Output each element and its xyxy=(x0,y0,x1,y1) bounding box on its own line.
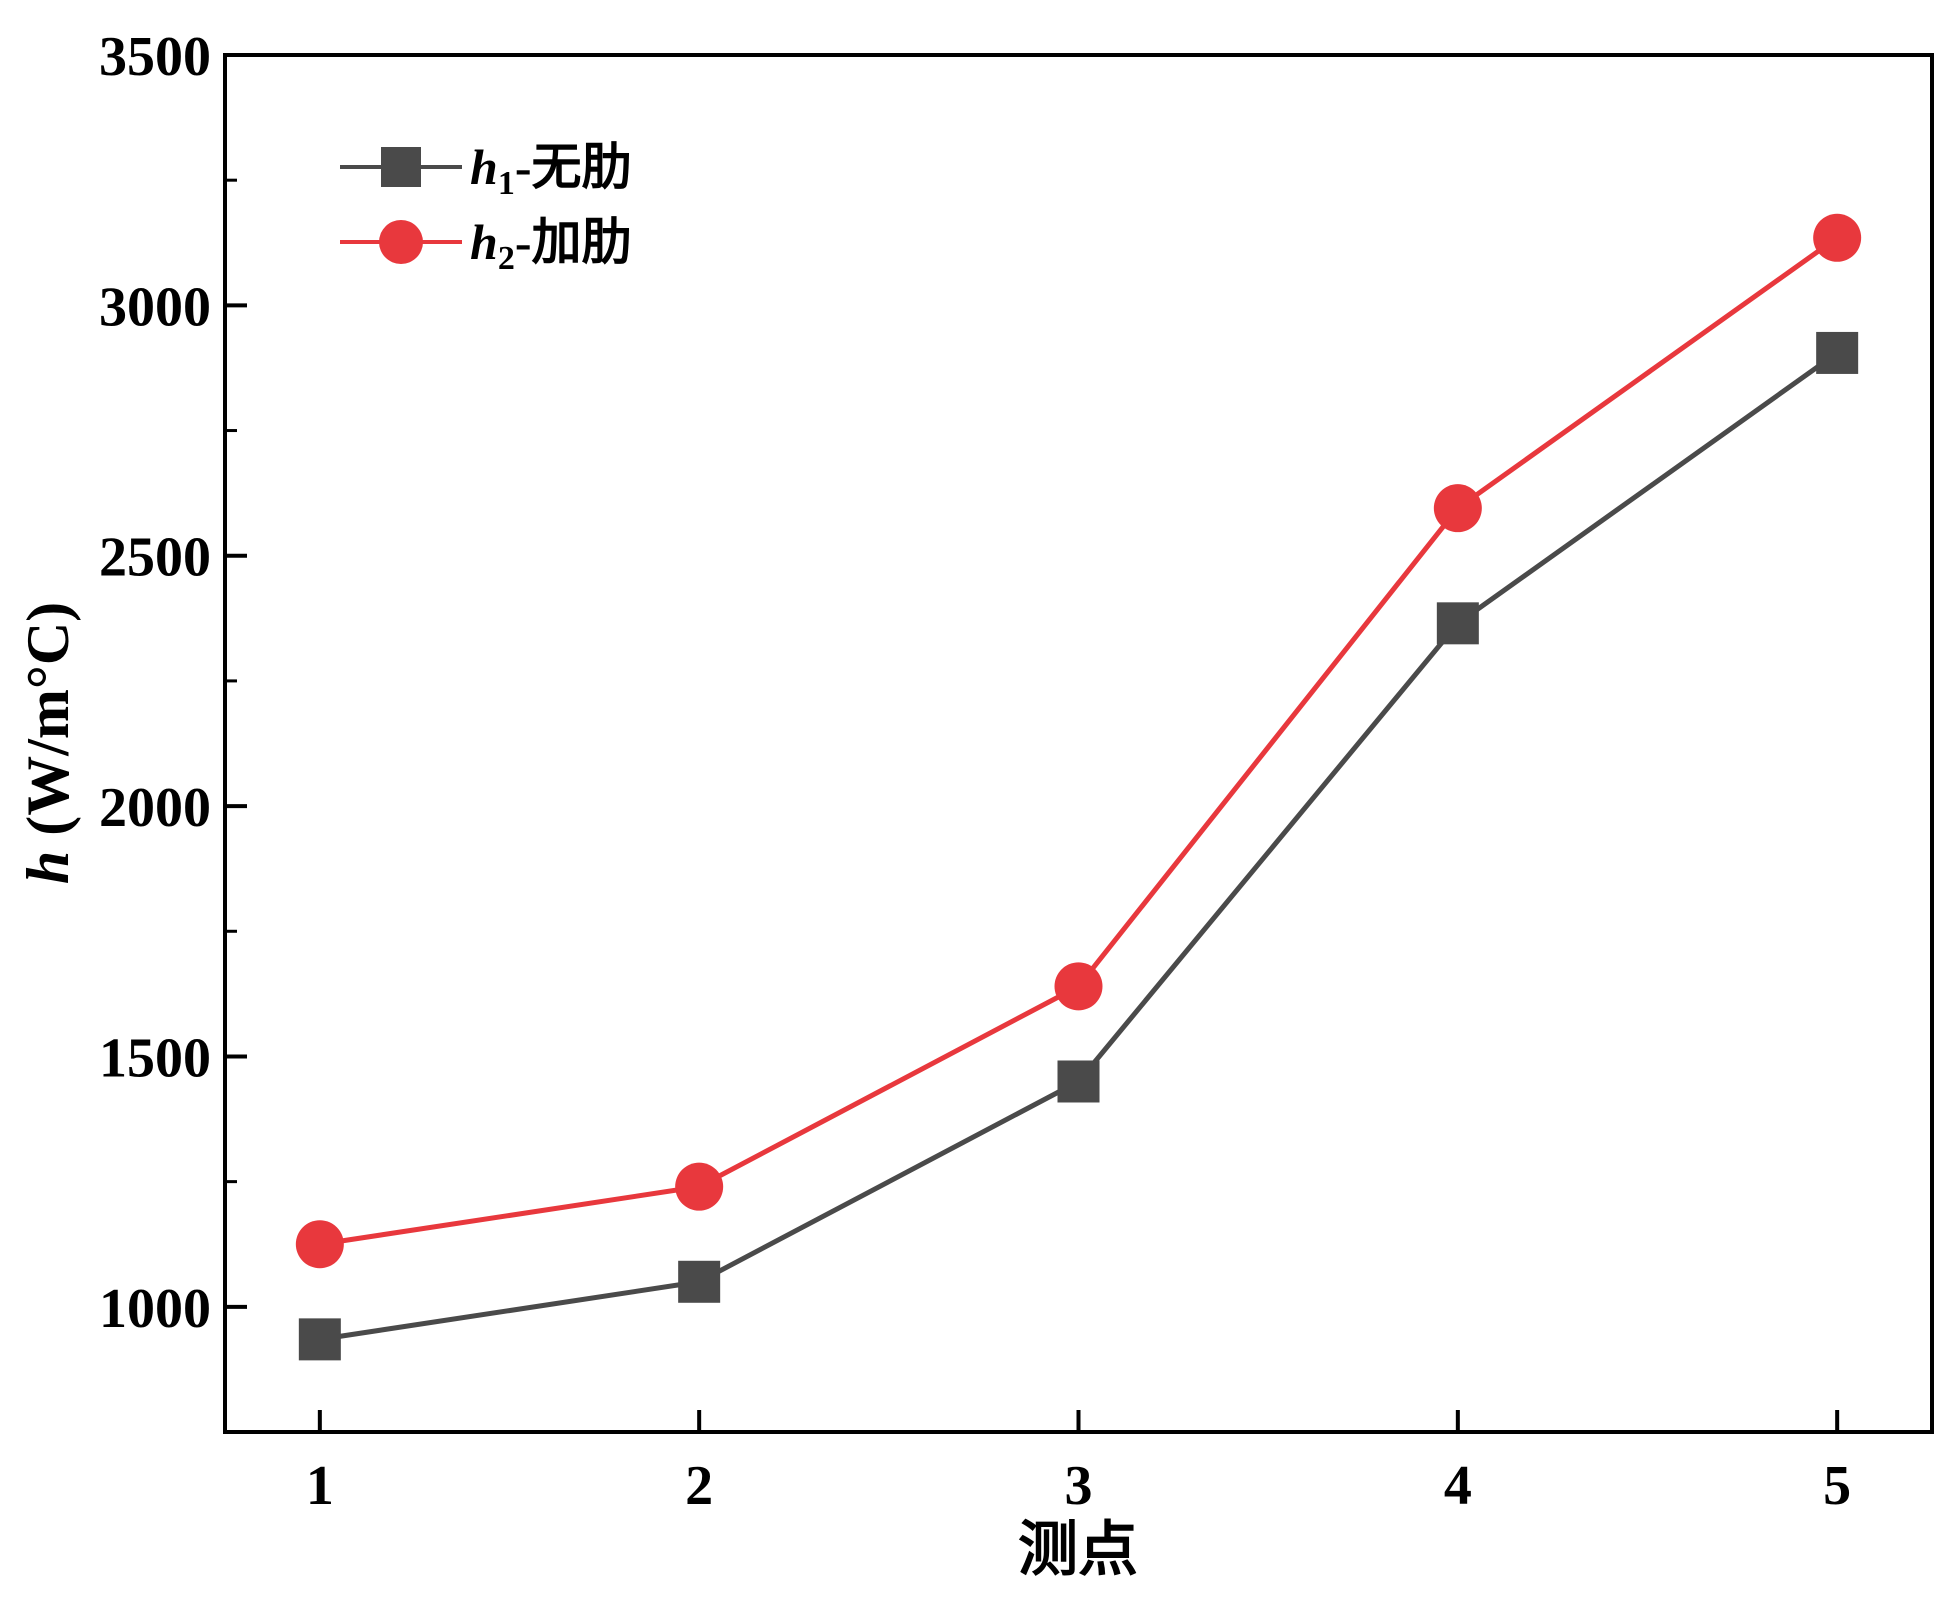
series-line-1 xyxy=(319,350,1839,1342)
data-point-square xyxy=(1057,1060,1100,1103)
x-axis-title: 测点 xyxy=(1018,1517,1138,1583)
legend: h1-无肋 h2-加肋 xyxy=(340,139,631,277)
data-point-circle xyxy=(1813,213,1862,262)
data-point-square xyxy=(298,1318,341,1361)
legend-label-2-var: h xyxy=(470,214,498,270)
legend-label-1-var: h xyxy=(470,139,498,195)
legend-entry-2: h2-加肋 xyxy=(340,214,631,277)
y-tick-label: 3500 xyxy=(99,26,211,88)
y-tick-label: 1000 xyxy=(99,1278,211,1340)
legend-label-2: h2-加肋 xyxy=(470,214,631,277)
y-tick-label: 3000 xyxy=(99,276,211,338)
y-axis-title: h (W/m°C) xyxy=(15,602,81,884)
legend-marker-square xyxy=(381,147,421,187)
legend-entry-1: h1-无肋 xyxy=(340,139,631,202)
x-tick-label: 5 xyxy=(1823,1455,1851,1517)
y-axis-title-variable: h xyxy=(15,851,81,884)
y-tick-label: 1500 xyxy=(99,1027,211,1089)
legend-label-1-suffix: -无肋 xyxy=(515,139,632,195)
data-point-square xyxy=(1816,331,1859,374)
legend-label-2-sub: 2 xyxy=(498,240,515,277)
axis-ticks xyxy=(225,53,1840,1434)
data-point-circle xyxy=(1433,484,1482,533)
data-point-square xyxy=(1436,602,1479,645)
x-tick-label: 4 xyxy=(1444,1455,1472,1517)
data-point-circle xyxy=(295,1220,344,1269)
legend-marker-circle xyxy=(379,220,423,264)
legend-label-1-sub: 1 xyxy=(498,165,515,202)
data-point-circle xyxy=(675,1162,724,1211)
y-axis-title-unit: (W/m°C) xyxy=(15,602,81,851)
data-point-square xyxy=(678,1260,721,1303)
x-tick-label: 2 xyxy=(685,1455,713,1517)
series-layer xyxy=(295,213,1862,1361)
x-tick-label: 1 xyxy=(306,1455,334,1517)
tick-labels: 1000 1500 2000 2500 3000 3500 1 2 3 4 5 xyxy=(99,26,1851,1517)
y-tick-label: 2500 xyxy=(99,527,211,589)
data-point-circle xyxy=(1054,962,1103,1011)
legend-label-1: h1-无肋 xyxy=(470,139,631,202)
legend-label-2-suffix: -加肋 xyxy=(515,214,632,270)
y-tick-label: 2000 xyxy=(99,777,211,839)
x-tick-label: 3 xyxy=(1065,1455,1093,1517)
